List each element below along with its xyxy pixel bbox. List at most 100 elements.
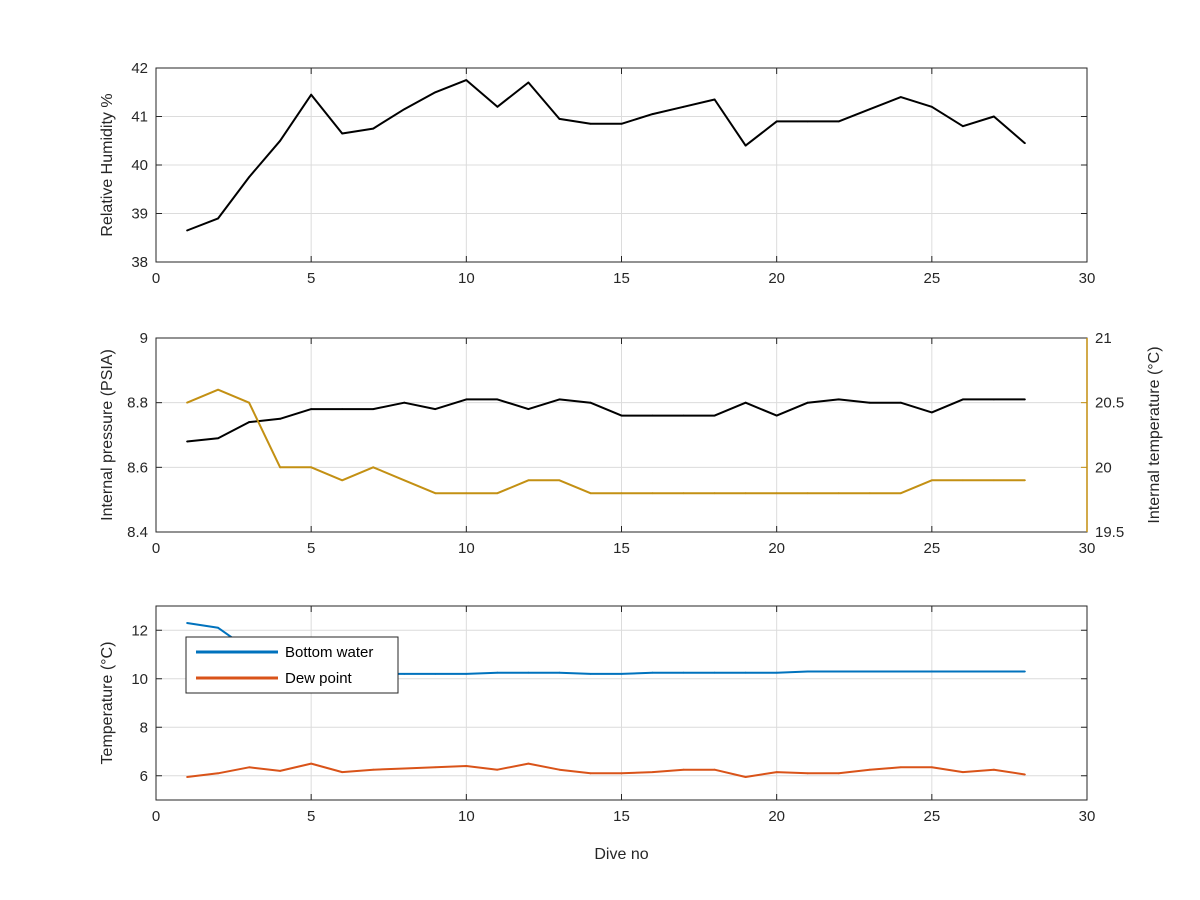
data-point bbox=[186, 622, 188, 624]
data-point bbox=[713, 768, 716, 771]
data-point bbox=[1024, 479, 1026, 482]
data-point bbox=[837, 670, 840, 673]
data-point bbox=[465, 492, 468, 495]
data-point bbox=[713, 671, 716, 674]
data-point bbox=[558, 479, 561, 482]
data-point bbox=[775, 771, 778, 774]
y-tick-label: 6 bbox=[140, 768, 148, 785]
data-point bbox=[279, 770, 282, 772]
series-line-2-1 bbox=[186, 398, 1025, 443]
y-tick-label: 8.4 bbox=[127, 524, 148, 541]
data-point bbox=[403, 479, 406, 482]
x-tick-label: 10 bbox=[458, 540, 475, 557]
data-point bbox=[496, 671, 499, 674]
data-point bbox=[434, 673, 437, 675]
data-point bbox=[558, 118, 561, 120]
subplot-1: 0 5 10 15 20 25 30 38 39 40 41 42 Relative Humidity … bbox=[99, 60, 1095, 287]
data-point bbox=[806, 401, 809, 404]
data-point bbox=[434, 408, 437, 411]
y-tick-label: 40 bbox=[131, 157, 148, 174]
data-point bbox=[899, 492, 902, 495]
data-point bbox=[744, 492, 747, 495]
data-point bbox=[589, 401, 592, 404]
data-point bbox=[403, 401, 406, 404]
data-point bbox=[527, 408, 530, 411]
y-tick-label: 41 bbox=[131, 109, 148, 126]
x-tick-label: 25 bbox=[923, 540, 940, 557]
series-line-dew-point bbox=[186, 762, 1026, 778]
x-tick-label: 30 bbox=[1079, 808, 1096, 825]
data-point bbox=[744, 776, 747, 778]
data-point bbox=[837, 120, 840, 123]
data-point bbox=[713, 98, 716, 101]
x-tick-label: 15 bbox=[613, 540, 630, 557]
data-point bbox=[496, 398, 499, 401]
data-point bbox=[993, 768, 995, 771]
data-point bbox=[372, 466, 375, 469]
data-point bbox=[465, 79, 468, 82]
data-point bbox=[868, 768, 871, 771]
data-point bbox=[775, 671, 778, 674]
data-point bbox=[341, 132, 344, 135]
data-point bbox=[868, 108, 871, 111]
y-tick-label: 8 bbox=[140, 719, 148, 736]
data-point bbox=[651, 771, 654, 774]
data-point bbox=[217, 217, 219, 220]
data-point bbox=[930, 766, 933, 769]
x-tick-label: 10 bbox=[458, 270, 475, 287]
data-point bbox=[806, 772, 809, 775]
data-point bbox=[310, 93, 313, 96]
data-point bbox=[651, 671, 654, 674]
data-point bbox=[248, 421, 251, 423]
x-tick-label: 5 bbox=[307, 540, 315, 557]
data-point bbox=[744, 671, 747, 674]
data-point bbox=[806, 492, 809, 495]
y-tick-label: 8.8 bbox=[127, 395, 148, 412]
data-point bbox=[310, 762, 313, 765]
data-point bbox=[434, 492, 437, 495]
data-point bbox=[868, 492, 871, 495]
data-point bbox=[217, 437, 219, 440]
data-point bbox=[775, 120, 778, 123]
data-point bbox=[496, 492, 499, 495]
x-tick-label: 0 bbox=[152, 270, 160, 287]
data-point bbox=[496, 105, 499, 108]
data-point bbox=[496, 768, 499, 771]
y2-tick-label: 20 bbox=[1095, 459, 1112, 476]
x-tick-label: 25 bbox=[923, 808, 940, 825]
subplot-3: 0 5 10 15 20 25 30 6 8 10 12 Temperature (°C) Dive n… bbox=[99, 605, 1096, 863]
x-axis-label: Dive no bbox=[594, 846, 648, 863]
data-point bbox=[527, 479, 530, 482]
data-point bbox=[279, 417, 282, 420]
data-point bbox=[1024, 398, 1026, 401]
data-point bbox=[403, 108, 406, 111]
data-point bbox=[620, 492, 623, 495]
data-point bbox=[403, 767, 406, 770]
data-point bbox=[589, 122, 592, 125]
y2-tick-label: 20.5 bbox=[1095, 395, 1124, 412]
data-point bbox=[217, 388, 219, 391]
data-point bbox=[837, 772, 840, 775]
data-point bbox=[930, 670, 933, 673]
y2-tick-label: 19.5 bbox=[1095, 524, 1124, 541]
x-tick-label: 10 bbox=[458, 808, 475, 825]
data-point bbox=[806, 670, 809, 673]
data-point bbox=[620, 122, 623, 125]
y-axis-label: Temperature (°C) bbox=[99, 642, 116, 765]
x-tick-label: 15 bbox=[613, 270, 630, 287]
data-point bbox=[310, 466, 313, 469]
x-tick-label: 30 bbox=[1079, 540, 1096, 557]
data-point bbox=[868, 401, 871, 404]
data-point bbox=[310, 408, 313, 411]
data-point bbox=[930, 479, 933, 482]
data-point bbox=[186, 401, 188, 404]
data-point bbox=[341, 479, 344, 482]
y-tick-label: 38 bbox=[131, 254, 148, 271]
data-point bbox=[993, 398, 995, 401]
y2-axis-label: Internal temperature (°C) bbox=[1146, 346, 1163, 523]
data-point bbox=[930, 411, 933, 414]
data-point bbox=[434, 766, 437, 769]
data-point bbox=[465, 398, 468, 401]
y-tick-label: 42 bbox=[131, 60, 148, 77]
data-point bbox=[527, 762, 530, 765]
